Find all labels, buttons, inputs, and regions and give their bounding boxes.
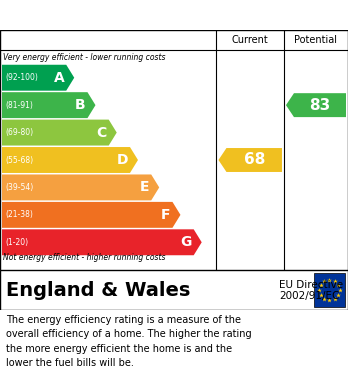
Text: England & Wales: England & Wales bbox=[6, 280, 190, 300]
Polygon shape bbox=[286, 93, 346, 117]
Polygon shape bbox=[2, 120, 117, 145]
Text: B: B bbox=[75, 98, 86, 112]
Text: (21-38): (21-38) bbox=[5, 210, 33, 219]
Text: Very energy efficient - lower running costs: Very energy efficient - lower running co… bbox=[3, 53, 166, 62]
Text: Energy Efficiency Rating: Energy Efficiency Rating bbox=[7, 6, 236, 24]
Polygon shape bbox=[2, 147, 138, 173]
Text: 83: 83 bbox=[309, 98, 331, 113]
Text: A: A bbox=[54, 71, 64, 85]
Text: C: C bbox=[96, 126, 107, 140]
Polygon shape bbox=[219, 148, 282, 172]
Polygon shape bbox=[2, 202, 181, 228]
Text: Not energy efficient - higher running costs: Not energy efficient - higher running co… bbox=[3, 253, 166, 262]
Text: Current: Current bbox=[232, 35, 269, 45]
Text: 68: 68 bbox=[244, 152, 265, 167]
Polygon shape bbox=[2, 229, 202, 255]
Polygon shape bbox=[2, 174, 159, 201]
Text: F: F bbox=[161, 208, 171, 222]
Text: D: D bbox=[117, 153, 128, 167]
Text: (81-91): (81-91) bbox=[5, 100, 33, 109]
Text: (92-100): (92-100) bbox=[5, 73, 38, 82]
Text: G: G bbox=[180, 235, 192, 249]
Polygon shape bbox=[2, 92, 95, 118]
Text: (39-54): (39-54) bbox=[5, 183, 33, 192]
Text: (69-80): (69-80) bbox=[5, 128, 33, 137]
Text: The energy efficiency rating is a measure of the
overall efficiency of a home. T: The energy efficiency rating is a measur… bbox=[6, 315, 252, 368]
Text: E: E bbox=[140, 180, 149, 194]
Text: Potential: Potential bbox=[294, 35, 338, 45]
Text: (1-20): (1-20) bbox=[5, 238, 28, 247]
Polygon shape bbox=[2, 65, 74, 91]
Bar bbox=[314, 273, 345, 307]
Text: 2002/91/EC: 2002/91/EC bbox=[279, 291, 339, 301]
Text: (55-68): (55-68) bbox=[5, 156, 33, 165]
Text: EU Directive: EU Directive bbox=[279, 280, 343, 290]
